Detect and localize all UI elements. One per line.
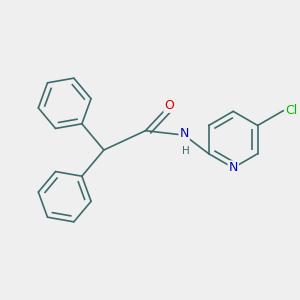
Text: N: N (179, 127, 189, 140)
Text: H: H (182, 146, 190, 157)
Text: N: N (229, 161, 238, 174)
Text: Cl: Cl (286, 104, 298, 117)
Text: O: O (164, 99, 174, 112)
